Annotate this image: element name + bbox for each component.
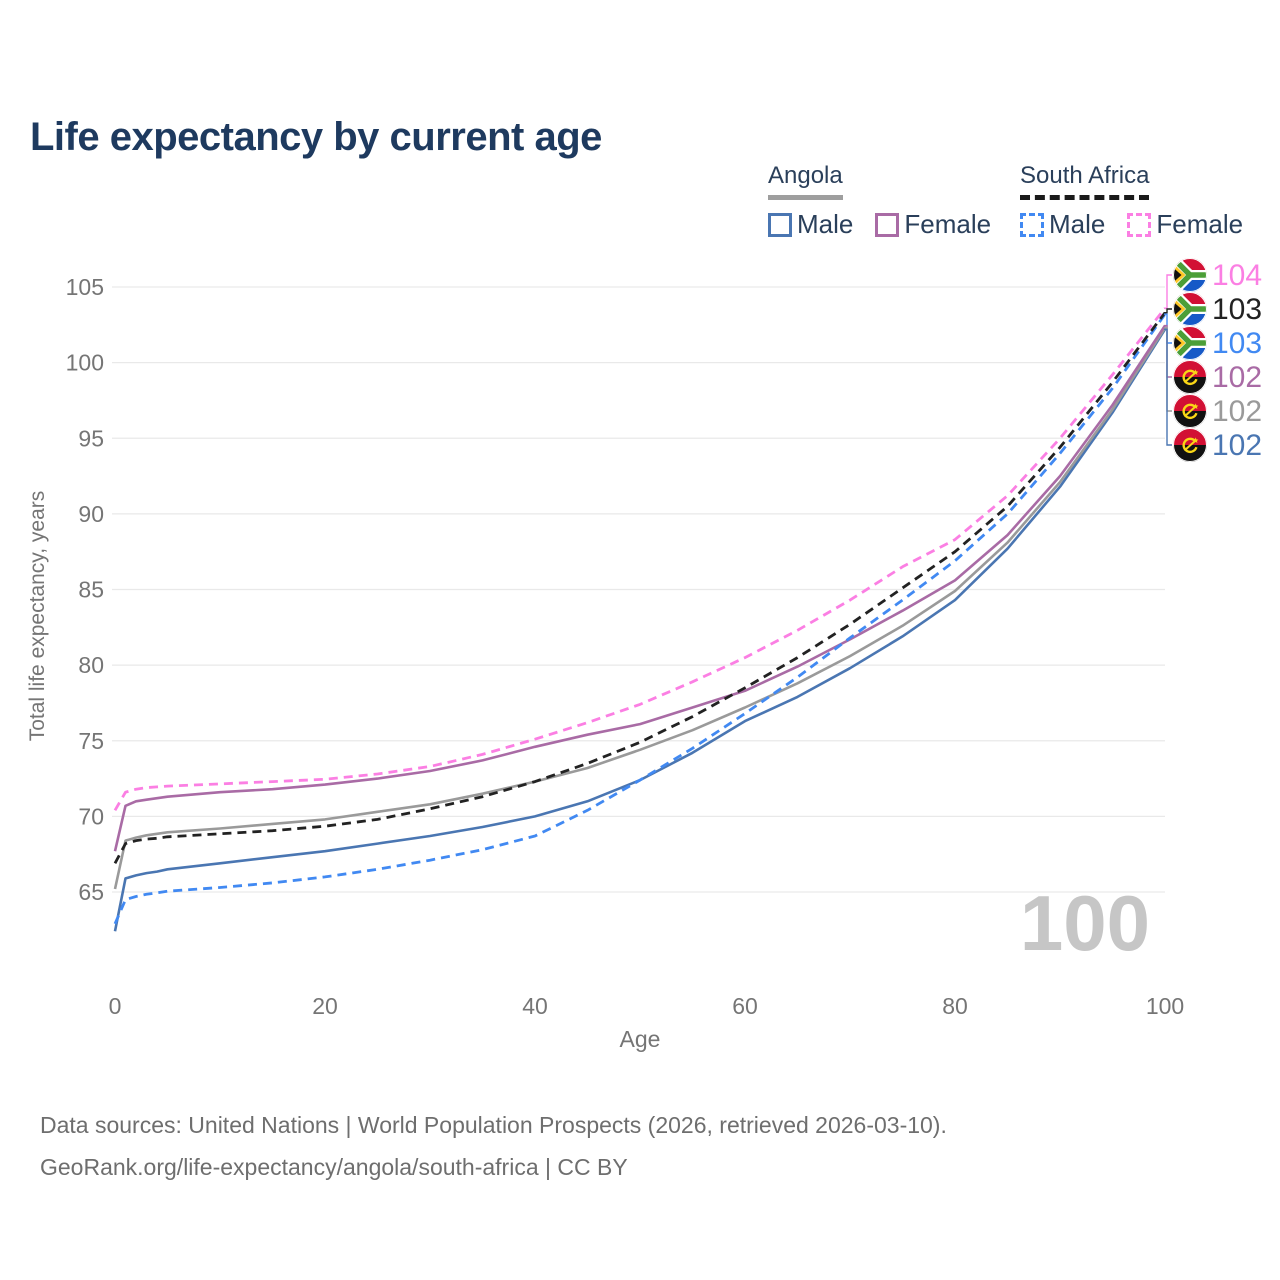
- angola-flag-icon: [1173, 394, 1207, 428]
- line-south-africa-female: [113, 307, 1167, 812]
- gridlines: [112, 286, 1165, 893]
- end-connector: [1164, 324, 1172, 378]
- end-connector: [1164, 274, 1172, 309]
- end-connector: [1164, 327, 1172, 412]
- x-axis-title: Age: [619, 1026, 661, 1052]
- angola-flag-icon: [1173, 428, 1207, 462]
- legend-country-south-africa[interactable]: South Africa: [1020, 162, 1150, 200]
- legend-country-angola[interactable]: Angola: [768, 162, 843, 200]
- y-tick-label: 100: [66, 350, 104, 376]
- footer-data-sources: Data sources: United Nations | World Pop…: [40, 1112, 947, 1138]
- legend-swatch-angola-female[interactable]: [875, 212, 900, 237]
- end-value-label: 102: [1212, 429, 1262, 462]
- y-tick-label: 90: [78, 501, 104, 527]
- south-africa-flag-icon: [1173, 258, 1207, 292]
- legend-label-sa-female[interactable]: Female: [1156, 209, 1244, 239]
- age-watermark: 100: [1019, 879, 1150, 967]
- legend-label-angola-male[interactable]: Male: [797, 209, 854, 239]
- end-value-label: 103: [1212, 327, 1262, 360]
- y-tick-label: 95: [78, 425, 104, 451]
- legend-swatch-sa-female[interactable]: [1127, 212, 1152, 237]
- end-value-label: 103: [1212, 293, 1262, 326]
- footer-attribution[interactable]: GeoRank.org/life-expectancy/angola/south…: [40, 1154, 628, 1180]
- angola-flag-icon: [1173, 360, 1207, 394]
- legend-label-angola-female[interactable]: Female: [904, 209, 992, 239]
- line-south-africa-both-sexes: [113, 311, 1167, 864]
- y-tick-labels: 65 70 75 80 85 90 95 100 105: [66, 274, 104, 905]
- end-connector: [1164, 328, 1172, 446]
- x-tick-label: 100: [1146, 993, 1184, 1019]
- end-value-label: 102: [1212, 361, 1262, 394]
- page-title: Life expectancy by current age: [30, 114, 602, 159]
- end-value-label: 102: [1212, 395, 1262, 428]
- legend-swatch-sa-male[interactable]: [1020, 212, 1044, 237]
- legend-group-south-africa: South Africa Male Female: [1020, 162, 1265, 240]
- south-africa-flag-icon: [1173, 292, 1207, 326]
- end-value-label: 104: [1212, 259, 1262, 292]
- y-tick-label: 65: [78, 879, 104, 905]
- legend-swatch-angola-male[interactable]: [768, 212, 792, 237]
- x-tick-label: 20: [312, 993, 338, 1019]
- y-tick-label: 70: [78, 803, 104, 829]
- y-tick-label: 85: [78, 577, 104, 603]
- line-angola-male: [113, 328, 1167, 932]
- line-south-africa-male: [113, 313, 1167, 925]
- y-tick-label: 75: [78, 728, 104, 754]
- x-tick-label: 60: [732, 993, 758, 1019]
- legend-label-sa-male[interactable]: Male: [1049, 209, 1106, 239]
- x-tick-label: 80: [942, 993, 968, 1019]
- end-connector: [1164, 308, 1172, 314]
- line-angola-both-sexes: [113, 327, 1167, 890]
- x-tick-labels: 0 20 40 60 80 100: [109, 993, 1185, 1019]
- series-lines: [113, 307, 1167, 932]
- y-tick-label: 80: [78, 652, 104, 678]
- line-angola-female: [113, 324, 1167, 852]
- south-africa-flag-icon: [1173, 326, 1207, 360]
- y-tick-label: 105: [66, 274, 104, 300]
- legend-group-angola: Angola Male Female: [768, 162, 1013, 240]
- footer: Data sources: United Nations | World Pop…: [40, 1104, 947, 1188]
- x-tick-label: 40: [522, 993, 548, 1019]
- x-tick-label: 0: [109, 993, 122, 1019]
